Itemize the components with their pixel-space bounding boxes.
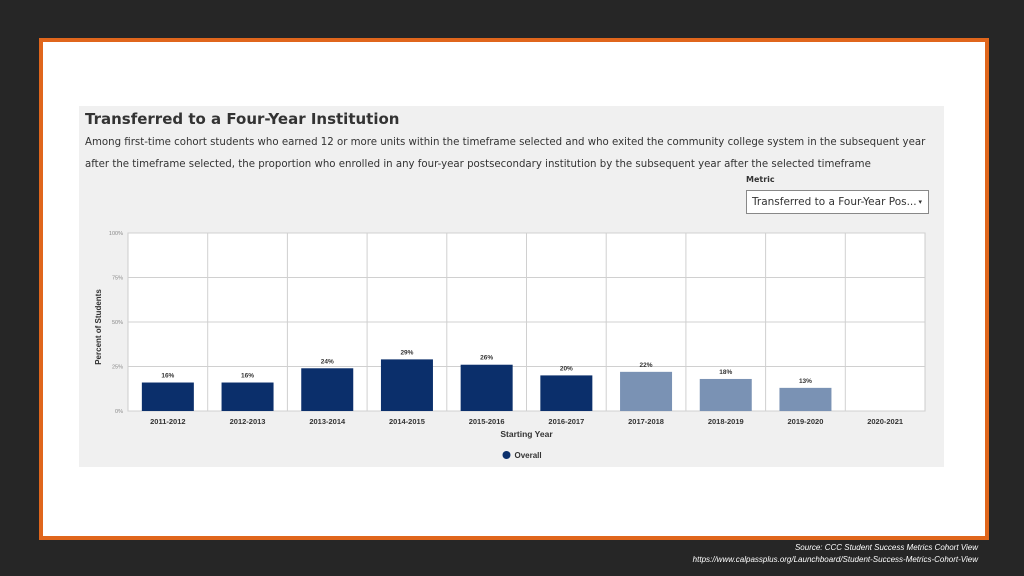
chart-description: Among first-time cohort students who ear…	[85, 137, 926, 170]
x-tick-label: 2014-2015	[389, 417, 425, 426]
bar	[540, 375, 593, 411]
x-tick-label: 2013-2014	[309, 417, 346, 426]
chart-panel: Transferred to a Four-Year Institution A…	[79, 106, 944, 467]
source-url: https://www.calpassplus.org/Launchboard/…	[692, 555, 978, 564]
x-tick-label: 2019-2020	[788, 417, 824, 426]
x-tick-label: 2011-2012	[150, 417, 185, 426]
data-label: 24%	[321, 358, 334, 365]
page-title: Transferred to a Four-Year Institution	[85, 110, 400, 128]
bar-chart: 0% 25% 50% 75% 100% 16% 2011-2012 16% 2012-2013 2…	[94, 231, 926, 460]
metric-dropdown[interactable]: Transferred to a Four-Year Pos... ▾	[746, 190, 929, 214]
data-label: 16%	[161, 373, 174, 380]
y-tick-label: 0%	[115, 409, 123, 415]
legend-label: Overall	[515, 451, 542, 460]
chevron-down-icon: ▾	[918, 198, 922, 206]
data-label: 29%	[400, 349, 413, 356]
data-label: 13%	[799, 378, 812, 385]
x-tick-label: 2016-2017	[548, 417, 584, 426]
x-tick-label: 2018-2019	[708, 417, 744, 426]
y-tick-label: 100%	[109, 231, 123, 237]
source-citation: Source: CCC Student Success Metrics Coho…	[794, 543, 978, 552]
legend-marker	[502, 451, 511, 459]
bar	[699, 378, 752, 411]
data-label: 26%	[480, 355, 493, 362]
data-label: 18%	[719, 369, 732, 376]
x-axis-title: Starting Year	[500, 429, 553, 439]
bar	[620, 371, 673, 411]
metric-selected-value: Transferred to a Four-Year Pos...	[752, 196, 917, 208]
y-tick-label: 75%	[112, 276, 123, 282]
bar	[141, 382, 194, 411]
bar	[380, 359, 433, 411]
metric-label: Metric	[746, 175, 775, 184]
y-tick-label: 50%	[112, 320, 123, 326]
data-label: 20%	[560, 365, 573, 372]
bar	[779, 387, 832, 411]
y-axis-title: Percent of Students	[94, 289, 103, 365]
bar	[460, 364, 513, 411]
bar	[221, 382, 274, 411]
data-label: 22%	[640, 362, 653, 369]
y-tick-label: 25%	[112, 365, 123, 371]
x-tick-label: 2020-2021	[867, 417, 903, 426]
data-label: 16%	[241, 373, 254, 380]
x-tick-label: 2017-2018	[628, 417, 664, 426]
x-tick-label: 2012-2013	[230, 417, 266, 426]
bar	[301, 368, 354, 411]
x-tick-label: 2015-2016	[469, 417, 505, 426]
